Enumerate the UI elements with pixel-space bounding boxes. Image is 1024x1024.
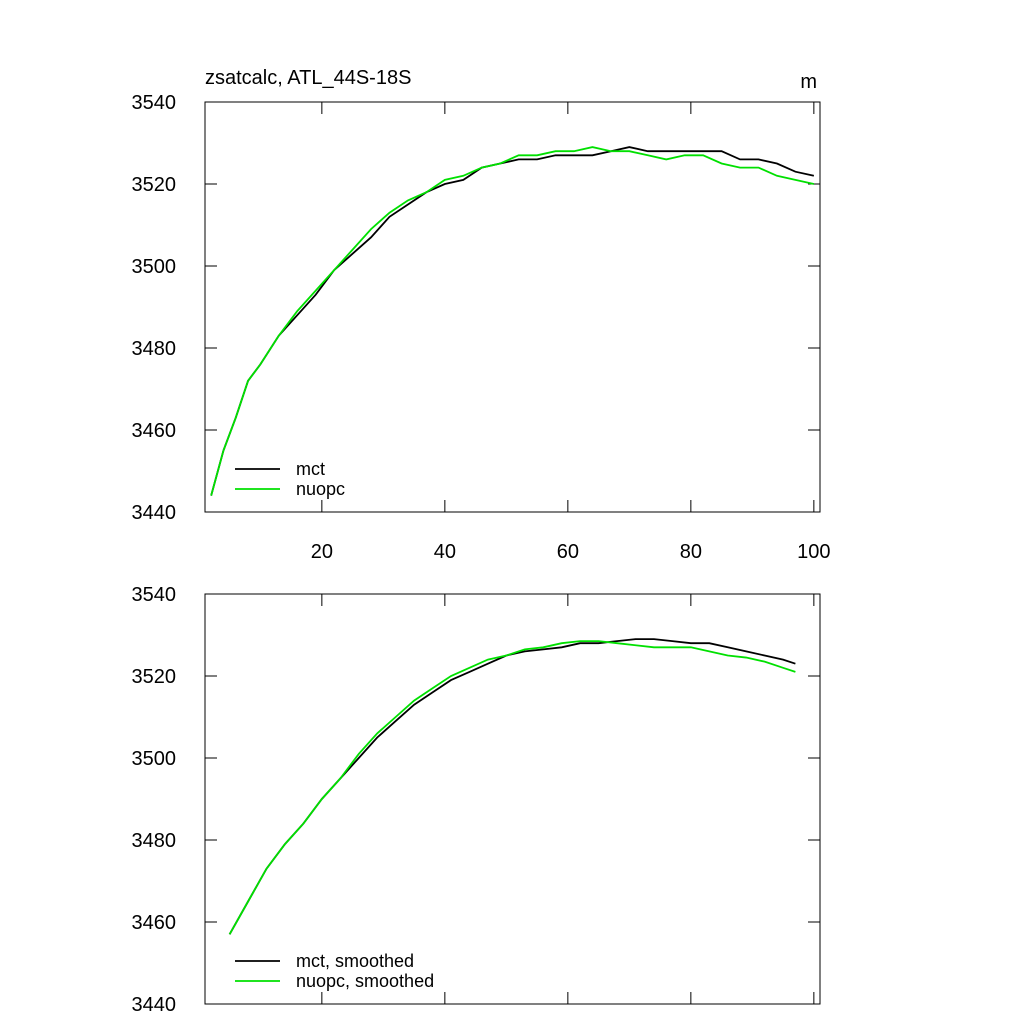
y-tick-label: 3480 [132,830,177,852]
legend-label: nuopc, smoothed [296,971,434,991]
chart-title: zsatcalc, ATL_44S-18S [205,67,411,89]
y-tick-label: 3460 [132,912,177,934]
y-tick-label: 3500 [132,748,177,770]
legend-label: mct, smoothed [296,951,414,971]
y-tick-label: 3460 [132,420,177,442]
y-tick-label: 3540 [132,584,177,606]
units-label: m [800,71,817,93]
plot-frame [204,101,821,513]
y-tick-label: 3480 [132,338,177,360]
series-line [210,146,815,496]
y-tick-label: 3440 [132,994,177,1016]
series-line [210,146,815,496]
y-tick-label: 3540 [132,92,177,114]
x-tick-label: 100 [797,541,830,563]
x-tick-label: 80 [680,541,702,563]
y-tick-label: 3520 [132,666,177,688]
legend-label: nuopc [296,479,345,499]
plot-frame [204,593,821,1005]
x-tick-label: 40 [434,541,456,563]
y-tick-label: 3440 [132,502,177,524]
x-tick-label: 20 [311,541,333,563]
series-line [228,638,796,935]
legend-label: mct [296,459,325,479]
x-tick-label: 60 [557,541,579,563]
y-tick-label: 3500 [132,256,177,278]
series-line [228,640,796,935]
y-tick-label: 3520 [132,174,177,196]
